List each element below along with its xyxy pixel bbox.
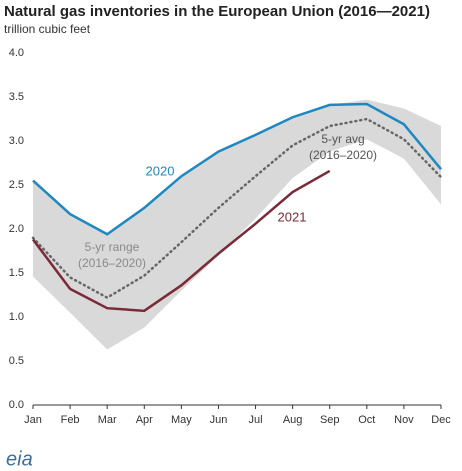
series-label: 5-yr avg	[321, 132, 364, 146]
x-tick-label: Oct	[358, 414, 375, 426]
range-band	[33, 99, 441, 350]
y-tick-label: 4.0	[9, 47, 24, 59]
x-tick-label: Nov	[394, 414, 414, 426]
x-tick-label: Apr	[136, 414, 153, 426]
x-tick-label: Jun	[210, 414, 228, 426]
series-label: 2021	[278, 209, 307, 224]
x-tick-label: Dec	[431, 414, 451, 426]
chart-title: Natural gas inventories in the European …	[4, 3, 430, 20]
series-line	[32, 102, 442, 236]
chart-subtitle: trillion cubic feet	[4, 22, 91, 36]
x-tick-label: Feb	[61, 414, 80, 426]
series-label: 5-yr range	[85, 240, 140, 254]
x-tick-label: Aug	[283, 414, 303, 426]
x-tick-label: May	[171, 414, 192, 426]
series-label: (2016–2020)	[78, 256, 146, 270]
source-logo: eia	[6, 448, 33, 470]
series-line	[31, 117, 443, 300]
x-tick-label: Jan	[24, 414, 42, 426]
series-label: 2020	[146, 163, 175, 178]
y-tick-label: 2.5	[9, 179, 24, 191]
y-tick-label: 1.0	[9, 311, 24, 323]
x-tick-label: Jul	[249, 414, 263, 426]
y-tick-label: 3.0	[9, 135, 24, 147]
y-tick-label: 2.0	[9, 223, 24, 235]
y-tick-label: 0.0	[9, 399, 24, 411]
y-tick-label: 1.5	[9, 267, 24, 279]
series-line	[32, 169, 331, 313]
y-tick-label: 0.5	[9, 355, 24, 367]
series-label: (2016–2020)	[309, 148, 377, 162]
x-tick-label: Sep	[320, 414, 340, 426]
x-tick-label: Mar	[98, 414, 117, 426]
y-tick-label: 3.5	[9, 91, 24, 103]
